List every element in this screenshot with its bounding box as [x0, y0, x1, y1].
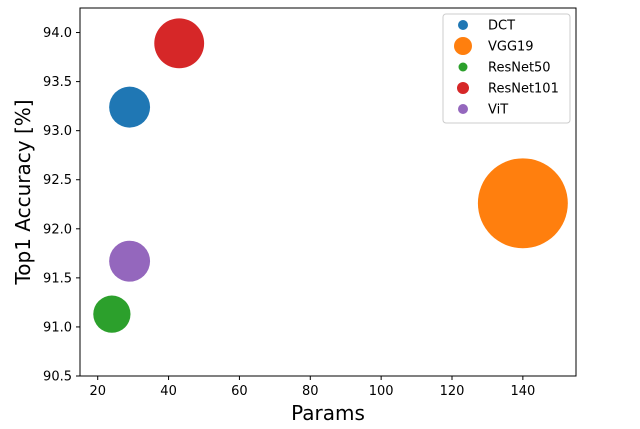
y-tick-label: 93.5	[43, 75, 72, 90]
x-tick-label: 140	[510, 384, 535, 399]
legend-marker-resnet50	[458, 62, 468, 72]
y-tick-label: 92.5	[43, 173, 72, 188]
legend-marker-dct	[458, 20, 468, 30]
legend-box	[442, 13, 571, 124]
x-axis-ticks: 20 40 60 80 100 120 140	[89, 376, 535, 399]
legend-label-dct: DCT	[488, 19, 515, 34]
point-vgg19	[477, 158, 568, 249]
plot-frame	[79, 7, 577, 377]
legend: DCT VGG19 ResNet50 ResNet101 ViT	[442, 13, 571, 124]
y-tick-label: 91.5	[43, 271, 72, 286]
legend-marker-vgg19	[454, 37, 472, 55]
y-axis-ticks: 90.5 91.0 91.5 92.0 92.5 93.0 93.5 94.0	[43, 26, 80, 385]
x-tick-label: 60	[231, 384, 248, 399]
point-resnet50	[93, 295, 131, 333]
legend-label-resnet101: ResNet101	[488, 82, 559, 97]
x-tick-label: 40	[160, 384, 177, 399]
legend-label-resnet50: ResNet50	[488, 61, 551, 76]
y-tick-label: 92.0	[43, 222, 72, 237]
legend-label-vit: ViT	[488, 103, 508, 118]
x-tick-label: 80	[302, 384, 319, 399]
point-dct	[109, 86, 151, 128]
y-tick-label: 94.0	[43, 26, 72, 41]
x-axis-label: Params	[291, 401, 365, 425]
data-points	[93, 18, 568, 333]
legend-marker-resnet101	[457, 82, 469, 94]
point-resnet101	[154, 18, 205, 69]
y-tick-label: 90.5	[43, 370, 72, 385]
point-vit	[109, 240, 151, 282]
x-tick-label: 120	[440, 384, 465, 399]
legend-label-vgg19: VGG19	[488, 40, 534, 55]
y-tick-label: 93.0	[43, 124, 72, 139]
y-tick-label: 91.0	[43, 320, 72, 335]
y-axis-label: Top1 Accuracy [%]	[11, 99, 35, 285]
x-tick-label: 20	[89, 384, 106, 399]
legend-marker-vit	[458, 104, 468, 114]
x-tick-label: 100	[369, 384, 394, 399]
